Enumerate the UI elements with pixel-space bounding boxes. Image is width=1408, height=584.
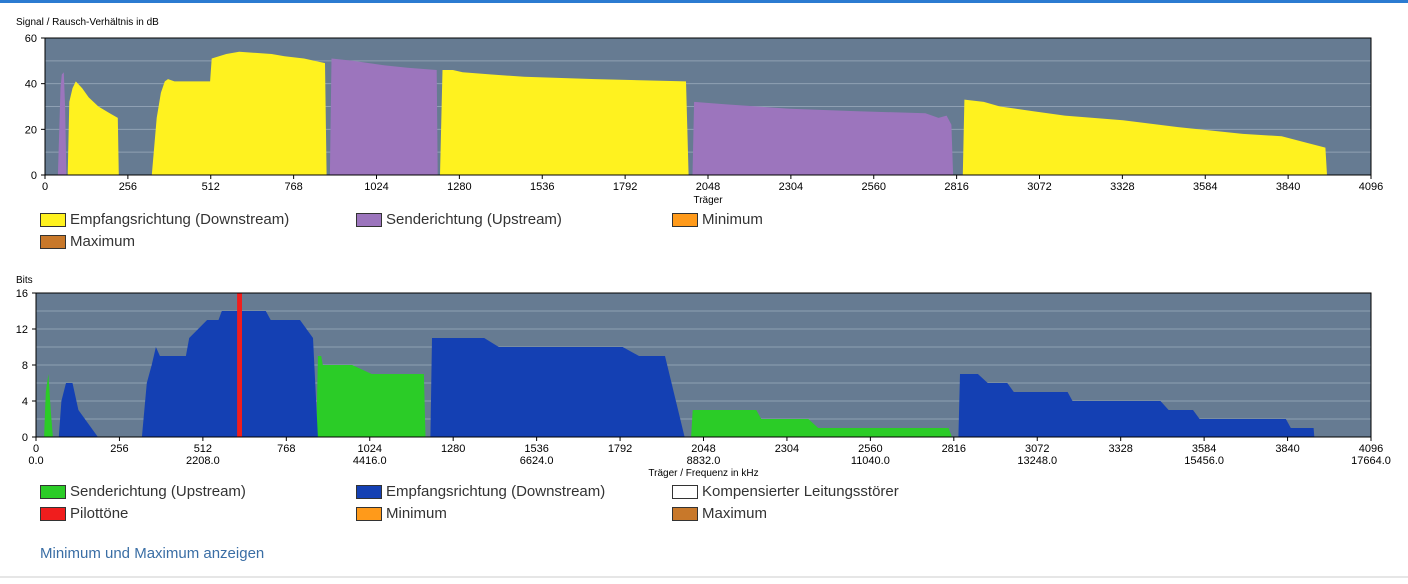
x-tick-label: 2048	[696, 181, 720, 193]
x-tick-label: 256	[119, 181, 137, 193]
x-freq-tick-label: 0.0	[28, 455, 43, 467]
legend-swatch	[672, 506, 698, 521]
x-tick-label: 3072	[1027, 181, 1051, 193]
series-pilott-ne	[237, 293, 242, 437]
y-tick-label: 8	[22, 360, 28, 372]
x-tick-label: 1280	[441, 443, 465, 455]
x-tick-label: 512	[194, 443, 212, 455]
series-senderichtung-upstream	[44, 356, 952, 437]
y-tick-label: 40	[25, 79, 37, 91]
y-tick-label: 0	[31, 170, 37, 182]
x-tick-label: 2048	[691, 443, 715, 455]
x-freq-tick-label: 6624.0	[520, 455, 554, 467]
bits-chart: Bits 0 4 8 12 16 0 256 512 768 1024 1280 1536 1792 204…	[16, 275, 1391, 479]
x-tick-label: 4096	[1359, 443, 1383, 455]
legend-bits-minimum: Minimum	[356, 505, 447, 522]
x-freq-tick-label: 13248.0	[1017, 455, 1057, 467]
series-empfangsrichtung-downstream	[67, 51, 1328, 176]
legend-label: Empfangsrichtung (Downstream)	[70, 211, 290, 228]
x-tick-label: 768	[284, 181, 302, 193]
legend-snr-minimum: Minimum	[672, 211, 763, 228]
legend-label: Senderichtung (Upstream)	[386, 211, 562, 228]
x-tick-label: 768	[277, 443, 295, 455]
legend-label: Kompensierter Leitungsstörer	[702, 483, 899, 500]
legend-swatch	[356, 506, 382, 521]
y-tick-label: 20	[25, 124, 37, 136]
x-tick-label: 3072	[1025, 443, 1049, 455]
legend-label: Minimum	[386, 505, 447, 522]
x-tick-label: 1792	[608, 443, 632, 455]
x-freq-tick-label: 17664.0	[1351, 455, 1391, 467]
x-freq-tick-label: 2208.0	[186, 455, 220, 467]
series-empfangsrichtung-downstream	[58, 311, 1315, 437]
legend-bits-compensated: Kompensierter Leitungsstörer	[672, 483, 899, 500]
legend-swatch	[40, 212, 66, 227]
y-tick-label: 0	[22, 432, 28, 444]
x-tick-label: 3584	[1193, 181, 1217, 193]
legend-label: Pilottöne	[70, 505, 129, 522]
bottom-divider	[0, 576, 1408, 578]
x-tick-label: 1792	[613, 181, 637, 193]
series-senderichtung-upstream	[57, 58, 954, 175]
x-axis-title: Träger / Frequenz in kHz	[648, 468, 758, 479]
x-tick-label: 256	[110, 443, 128, 455]
legend-swatch	[40, 506, 66, 521]
x-tick-label: 2304	[779, 181, 803, 193]
legend-label: Maximum	[70, 233, 136, 250]
legend-snr-downstream: Empfangsrichtung (Downstream)	[40, 211, 289, 228]
y-tick-label: 60	[25, 33, 37, 45]
legend-snr-upstream: Senderichtung (Upstream)	[356, 211, 562, 228]
top-accent-bar	[0, 0, 1408, 3]
x-tick-label: 3328	[1110, 181, 1134, 193]
legend-swatch	[356, 484, 382, 499]
legend-label: Maximum	[702, 505, 768, 522]
x-freq-tick-label: 15456.0	[1184, 455, 1224, 467]
y-axis-title: Bits	[16, 275, 33, 286]
x-tick-label: 1024	[358, 443, 382, 455]
snr-chart: Signal / Rausch-Verhältnis in dB 0 20 40 60 0…	[16, 17, 1383, 206]
legend-swatch	[356, 212, 382, 227]
x-tick-label: 2560	[858, 443, 882, 455]
legend-label: Senderichtung (Upstream)	[70, 483, 246, 500]
y-tick-label: 16	[16, 288, 28, 300]
legend-label: Empfangsrichtung (Downstream)	[386, 483, 606, 500]
show-min-max-link[interactable]: Minimum und Maximum anzeigen	[40, 545, 265, 562]
x-axis-title: Träger	[693, 195, 723, 206]
x-tick-label: 2816	[942, 443, 966, 455]
x-tick-label: 3840	[1275, 443, 1299, 455]
y-tick-label: 4	[22, 396, 28, 408]
x-tick-label: 3584	[1192, 443, 1216, 455]
x-tick-label: 512	[202, 181, 220, 193]
x-tick-label: 3328	[1108, 443, 1132, 455]
x-tick-label: 2560	[862, 181, 886, 193]
legend-swatch	[672, 212, 698, 227]
x-tick-label: 0	[42, 181, 48, 193]
legend-bits-upstream: Senderichtung (Upstream)	[40, 483, 246, 500]
x-tick-label: 1536	[524, 443, 548, 455]
y-tick-label: 12	[16, 324, 28, 336]
legend-snr-maximum: Maximum	[40, 233, 135, 250]
x-tick-label: 2816	[944, 181, 968, 193]
x-tick-label: 4096	[1359, 181, 1383, 193]
x-tick-label: 1024	[364, 181, 388, 193]
legend-bits-downstream: Empfangsrichtung (Downstream)	[356, 483, 605, 500]
x-freq-tick-label: 4416.0	[353, 455, 387, 467]
legend-label: Minimum	[702, 211, 763, 228]
x-tick-label: 1280	[447, 181, 471, 193]
legend-bits-pilot: Pilottöne	[40, 505, 128, 522]
x-tick-label: 2304	[775, 443, 799, 455]
x-tick-label: 0	[33, 443, 39, 455]
x-freq-tick-label: 11040.0	[851, 455, 890, 467]
y-axis-title: Signal / Rausch-Verhältnis in dB	[16, 17, 159, 28]
legend-swatch	[40, 234, 66, 249]
legend-bits-maximum: Maximum	[672, 505, 767, 522]
legend-swatch	[672, 484, 698, 499]
legend-swatch	[40, 484, 66, 499]
x-freq-tick-label: 8832.0	[687, 455, 721, 467]
x-tick-label: 3840	[1276, 181, 1300, 193]
x-tick-label: 1536	[530, 181, 554, 193]
